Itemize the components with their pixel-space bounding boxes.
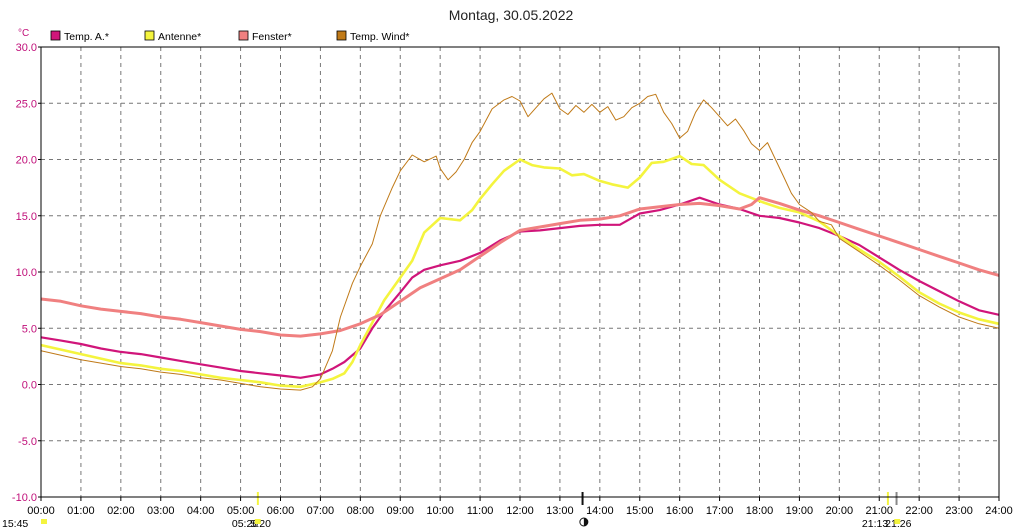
moon-icon-shade xyxy=(583,518,588,526)
x-tick-label: 20:00 xyxy=(826,505,854,517)
y-axis-ticks: 30.0 25.0 20.0 15.0 10.0 5.0 0.0 -5.0 -10.0 xyxy=(12,42,41,504)
legend-swatch xyxy=(50,30,61,41)
series-line xyxy=(40,196,1000,338)
legend: Temp. A.* Antenne* Fenster* Temp. Wind* xyxy=(50,30,410,43)
sunset-icon xyxy=(894,519,901,524)
x-tick-label: 17:00 xyxy=(706,505,734,517)
x-tick-label: 11:00 xyxy=(467,505,494,517)
chart-title: Montag, 30.05.2022 xyxy=(449,7,574,23)
y-tick-label: 0.0 xyxy=(22,380,37,392)
series-line xyxy=(40,196,1000,379)
x-tick-label: 19:00 xyxy=(786,505,814,517)
x-tick-label: 07:00 xyxy=(307,505,335,517)
x-tick-label: 13:00 xyxy=(546,505,574,517)
plot-frame xyxy=(40,46,1000,498)
y-tick-label: -10.0 xyxy=(12,492,37,504)
x-tick-label: 00:00 xyxy=(27,505,55,517)
x-tick-label: 23:00 xyxy=(945,505,973,517)
y-tick-label: 5.0 xyxy=(22,323,37,335)
legend-label: Temp. Wind* xyxy=(350,31,410,43)
series-line xyxy=(40,92,1000,391)
x-tick-label: 01:00 xyxy=(67,505,95,517)
x-tick-label: 18:00 xyxy=(746,505,774,517)
series-lines xyxy=(40,92,1000,391)
y-tick-label: 20.0 xyxy=(16,155,37,167)
x-tick-label: 16:00 xyxy=(666,505,694,517)
x-tick-label: 05:00 xyxy=(227,505,255,517)
x-tick-label: 22:00 xyxy=(905,505,933,517)
legend-swatch xyxy=(144,30,155,41)
x-tick-label: 08:00 xyxy=(347,505,375,517)
bottom-time-label: 21:13 xyxy=(862,518,888,530)
legend-swatch xyxy=(238,30,249,41)
x-tick-label: 03:00 xyxy=(147,505,175,517)
legend-label: Temp. A.* xyxy=(64,31,109,43)
y-tick-label: 10.0 xyxy=(16,267,37,279)
bottom-time-label: 05:26 xyxy=(232,518,258,530)
x-tick-label: 14:00 xyxy=(586,505,614,517)
y-tick-label: 15.0 xyxy=(16,211,37,223)
x-tick-label: 15:00 xyxy=(626,505,654,517)
legend-label: Fenster* xyxy=(252,31,292,43)
y-tick-label: 30.0 xyxy=(16,42,37,54)
grid xyxy=(41,47,999,497)
y-tick-label: -5.0 xyxy=(18,436,37,448)
y-axis-unit: °C xyxy=(18,28,29,39)
bottom-time-label: 15:45 xyxy=(2,518,28,530)
x-tick-label: 10:00 xyxy=(426,505,454,517)
y-tick-label: 25.0 xyxy=(16,98,37,110)
legend-swatch xyxy=(336,30,347,41)
x-tick-label: 09:00 xyxy=(386,505,414,517)
series-line xyxy=(40,154,1000,389)
sunrise-icon xyxy=(254,519,261,524)
legend-label: Antenne* xyxy=(158,31,201,43)
x-tick-label: 12:00 xyxy=(506,505,534,517)
sun-icon xyxy=(41,519,47,524)
x-axis-ticks: 00:00 01:00 02:00 03:00 04:00 05:00 06:00 07:00… xyxy=(27,497,1013,517)
x-tick-label: 06:00 xyxy=(267,505,295,517)
bottom-time-label: 5:20 xyxy=(251,518,272,530)
x-tick-label: 02:00 xyxy=(107,505,135,517)
x-tick-label: 24:00 xyxy=(985,505,1013,517)
x-tick-label: 21:00 xyxy=(865,505,893,517)
x-tick-label: 04:00 xyxy=(187,505,215,517)
event-markers xyxy=(256,492,898,505)
